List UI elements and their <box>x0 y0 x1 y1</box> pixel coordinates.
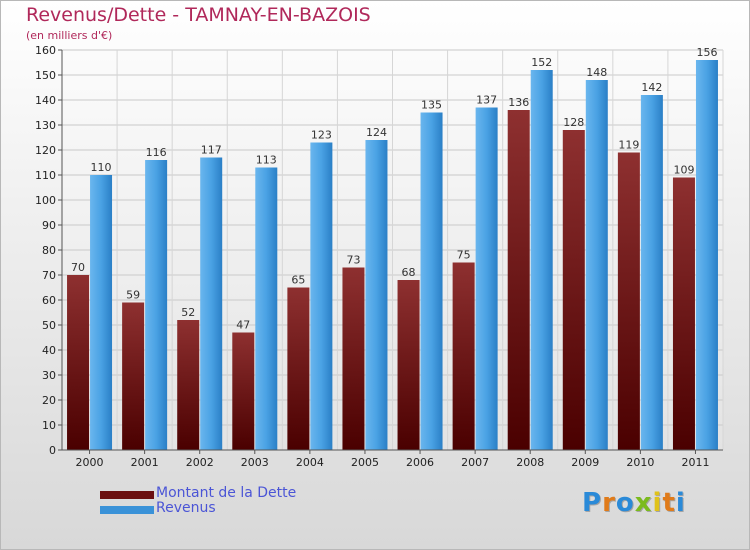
bar-revenus <box>365 140 388 450</box>
bar-revenus <box>585 80 608 450</box>
bar-revenus <box>90 175 113 450</box>
legend-swatch-dette <box>100 491 154 499</box>
y-tick-label: 20 <box>42 394 56 407</box>
y-tick-label: 0 <box>49 444 56 457</box>
bar-dette <box>562 130 585 450</box>
bar-dette <box>452 262 475 450</box>
bar-dette <box>122 302 145 450</box>
logo-letter: i <box>675 488 686 518</box>
logo-letter: P <box>582 488 603 518</box>
data-label: 116 <box>146 146 167 159</box>
bar-dette <box>177 320 200 450</box>
legend-label-revenus: Revenus <box>156 500 216 516</box>
axes: 0 10 20 30 40 50 60 70 80 90 100 110 120 130 140 150 160… <box>35 44 723 469</box>
proxiti-logo: Proxiti <box>582 488 686 518</box>
x-tick-label: 2006 <box>406 456 434 469</box>
y-tick-label: 70 <box>42 269 56 282</box>
bar-revenus <box>640 95 663 450</box>
data-label: 52 <box>181 306 195 319</box>
data-label: 70 <box>71 261 85 274</box>
data-label: 137 <box>476 94 497 107</box>
x-tick-label: 2008 <box>516 456 544 469</box>
data-label: 123 <box>311 129 332 142</box>
x-tick-label: 2010 <box>626 456 654 469</box>
data-label: 65 <box>291 274 305 287</box>
data-label: 73 <box>346 254 360 267</box>
y-tick-label: 60 <box>42 294 56 307</box>
y-tick-label: 100 <box>35 194 56 207</box>
data-label: 110 <box>91 161 112 174</box>
legend-swatch-revenus <box>100 506 154 514</box>
data-label: 75 <box>457 249 471 262</box>
data-label: 47 <box>236 319 250 332</box>
x-tick-label: 2004 <box>296 456 324 469</box>
y-tick-label: 110 <box>35 169 56 182</box>
data-label: 109 <box>673 164 694 177</box>
data-label: 113 <box>256 154 277 167</box>
data-label: 59 <box>126 289 140 302</box>
logo-letter: r <box>602 488 616 518</box>
bar-dette <box>397 280 420 450</box>
data-label: 119 <box>618 139 639 152</box>
y-tick-label: 150 <box>35 69 56 82</box>
bar-revenus <box>475 107 498 450</box>
data-label: 156 <box>696 46 717 59</box>
data-label: 128 <box>563 116 584 129</box>
y-tick-label: 120 <box>35 144 56 157</box>
x-tick-label: 2002 <box>186 456 214 469</box>
x-tick-label: 2003 <box>241 456 269 469</box>
x-tick-label: 2011 <box>681 456 709 469</box>
bar-revenus <box>420 112 443 450</box>
x-tick-label: 2005 <box>351 456 379 469</box>
bars <box>67 60 718 450</box>
data-label: 68 <box>402 266 416 279</box>
y-tick-label: 90 <box>42 219 56 232</box>
chart-title: Revenus/Dette - TAMNAY-EN-BAZOIS <box>26 4 371 26</box>
data-label: 136 <box>508 96 529 109</box>
logo-letter: t <box>662 488 676 518</box>
bar-dette <box>342 267 365 450</box>
bar-revenus <box>200 157 223 450</box>
bar-dette <box>617 152 640 450</box>
y-tick-label: 50 <box>42 319 56 332</box>
bar-dette <box>672 177 695 450</box>
bar-dette <box>507 110 530 450</box>
y-tick-label: 160 <box>35 44 56 57</box>
legend-label-dette: Montant de la Dette <box>156 485 297 501</box>
data-label: 117 <box>201 144 222 157</box>
y-tick-label: 80 <box>42 244 56 257</box>
logo-letter: x <box>634 488 653 518</box>
bar-revenus <box>310 142 333 450</box>
bar-revenus <box>530 70 553 450</box>
logo-letter: i <box>652 488 663 518</box>
x-tick-label: 2009 <box>571 456 599 469</box>
bar-revenus <box>255 167 278 450</box>
x-tick-label: 2007 <box>461 456 489 469</box>
logo-letter: o <box>615 488 635 518</box>
bar-revenus <box>145 160 168 450</box>
x-tick-label: 2000 <box>76 456 104 469</box>
data-label: 152 <box>531 56 552 69</box>
grid <box>61 49 724 451</box>
data-label: 124 <box>366 126 387 139</box>
bar-dette <box>67 275 90 450</box>
x-tick-label: 2001 <box>131 456 159 469</box>
y-tick-label: 10 <box>42 419 56 432</box>
chart-subtitle: (en milliers d'€) <box>26 29 113 42</box>
y-tick-label: 140 <box>35 94 56 107</box>
data-label: 148 <box>586 66 607 79</box>
y-tick-label: 40 <box>42 344 56 357</box>
y-tick-label: 30 <box>42 369 56 382</box>
bar-revenus <box>695 60 718 450</box>
data-label: 135 <box>421 99 442 112</box>
data-labels: 70 110 59 116 52 117 47 113 65 123 73 124 68 135 75 137… <box>71 46 717 332</box>
bar-dette <box>287 287 310 450</box>
data-label: 142 <box>641 81 662 94</box>
bar-dette <box>232 332 255 450</box>
y-tick-label: 130 <box>35 119 56 132</box>
